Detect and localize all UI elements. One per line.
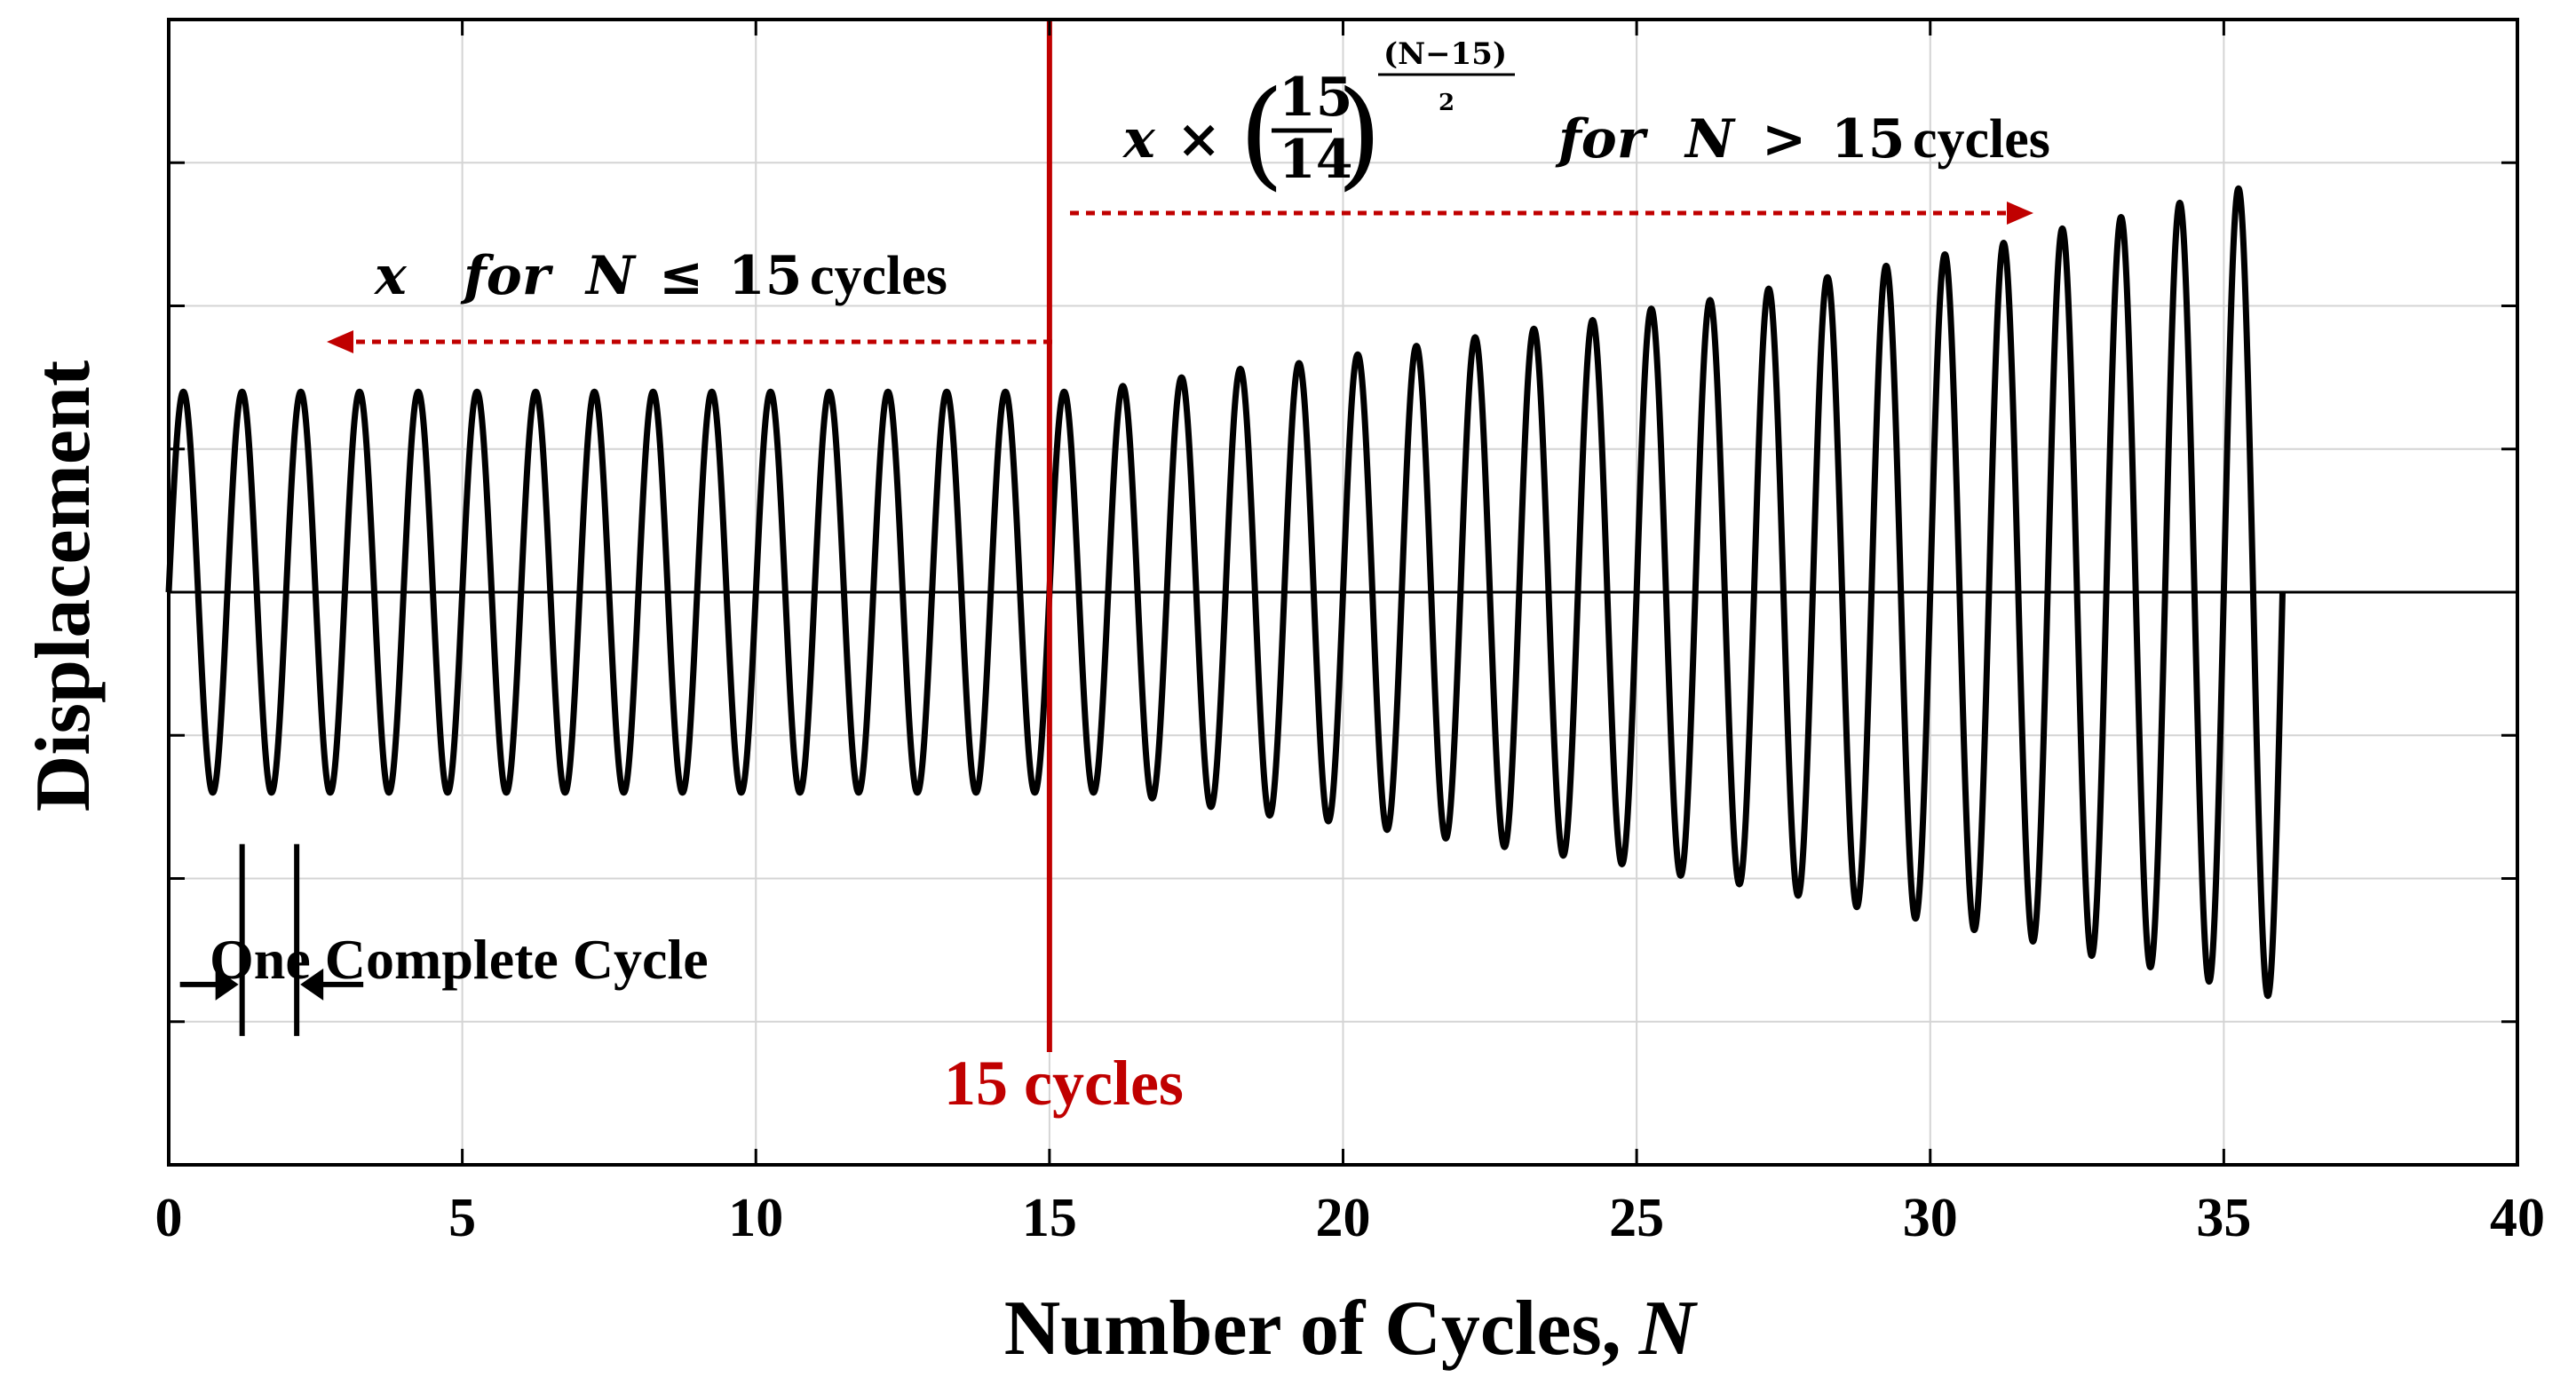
- left-formula-num: 15: [728, 245, 803, 307]
- x-tick-label: 15: [1022, 1188, 1077, 1248]
- y-axis-title: Displacement: [20, 360, 107, 811]
- right-formula-times: ×: [1177, 108, 1221, 170]
- right-formula-exp-num: (N−15): [1383, 36, 1507, 72]
- left-formula-op: ≤: [659, 245, 703, 307]
- right-formula-unit: cycles: [1913, 109, 2050, 170]
- right-formula-op: >: [1762, 108, 1806, 170]
- left-formula-n: N: [584, 245, 637, 307]
- one-cycle-marker: [179, 843, 364, 1036]
- right-formula: x × ( 15 14 ) (N−15) 2 for N > 15 cycles: [1122, 36, 2050, 202]
- left-formula-unit: cycles: [810, 246, 947, 306]
- right-formula-n: N: [1684, 108, 1736, 170]
- right-formula-right-paren: ): [1336, 66, 1383, 202]
- x-tick-label: 5: [448, 1188, 476, 1248]
- left-arrowhead-icon: [327, 330, 353, 353]
- x-axis-title-var: N: [1638, 1286, 1699, 1372]
- right-formula-num: 15: [1831, 108, 1906, 170]
- right-formula-left-paren: (: [1239, 66, 1285, 202]
- cycle-right-arrow-icon: [300, 968, 324, 1001]
- x-tick-label: 20: [1316, 1188, 1371, 1248]
- cycle-left-arrow-icon: [215, 968, 239, 1001]
- x-axis-title-text: Number of Cycles,: [1004, 1286, 1621, 1372]
- series-line-displacement: [165, 185, 2286, 1000]
- x-tick-label: 30: [1903, 1188, 1958, 1248]
- right-formula-for: for: [1555, 108, 1649, 170]
- right-formula-x: x: [1122, 108, 1156, 170]
- left-formula: x for N ≤ 15 cycles: [373, 245, 947, 307]
- x-axis-title: Number of Cycles, N: [1004, 1286, 1699, 1372]
- x-tick-label: 25: [1609, 1188, 1664, 1248]
- x-tick-label: 0: [155, 1188, 183, 1248]
- axis-ticks: 0 5 10 15 20 25 30 35 40: [155, 20, 2545, 1248]
- right-arrowhead-icon: [2007, 202, 2033, 225]
- right-formula-frac-num: 15: [1279, 67, 1353, 129]
- one-cycle-label: One Complete Cycle: [210, 928, 709, 991]
- right-formula-frac-den: 14: [1279, 129, 1353, 191]
- left-formula-x: x: [373, 245, 408, 307]
- left-formula-for: for: [460, 245, 554, 307]
- x-tick-label: 40: [2490, 1188, 2545, 1248]
- x-tick-label: 35: [2196, 1188, 2251, 1248]
- switch-line-label: 15 cycles: [944, 1048, 1184, 1119]
- x-tick-label: 10: [728, 1188, 783, 1248]
- right-formula-exp-den: 2: [1439, 90, 1454, 116]
